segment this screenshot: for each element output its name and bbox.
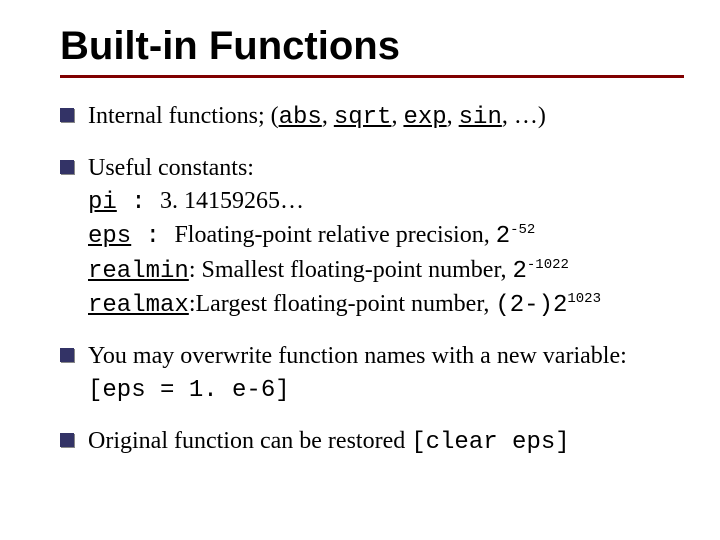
const-realmax: realmax [88, 292, 189, 319]
func-sin: sin [459, 104, 502, 131]
title-underline [60, 75, 684, 78]
bullet-icon [60, 348, 74, 362]
bullet-item: You may overwrite function names with a … [60, 340, 684, 407]
bullet-text: Useful constants: pi : 3. 14159265… eps … [88, 152, 601, 322]
func-sqrt: sqrt [334, 104, 392, 131]
code-eps-assign: eps = 1. e-6 [102, 377, 275, 404]
code-clear-eps: clear eps [426, 429, 556, 456]
bullet-icon [60, 160, 74, 174]
const-realmin: realmin [88, 258, 189, 285]
bullet-text: Original function can be restored [clear… [88, 425, 570, 459]
bullet-item: Useful constants: pi : 3. 14159265… eps … [60, 152, 684, 322]
bullet-icon [60, 433, 74, 447]
bullet-text: Internal functions; (abs, sqrt, exp, sin… [88, 100, 546, 134]
const-eps: eps [88, 223, 131, 250]
bullet-item: Internal functions; (abs, sqrt, exp, sin… [60, 100, 684, 134]
const-pi: pi [88, 189, 117, 216]
bullet-icon [60, 108, 74, 122]
func-abs: abs [279, 104, 322, 131]
bullet-item: Original function can be restored [clear… [60, 425, 684, 459]
bullet-text: You may overwrite function names with a … [88, 340, 684, 407]
func-exp: exp [403, 104, 446, 131]
slide-title: Built-in Functions [60, 24, 684, 69]
